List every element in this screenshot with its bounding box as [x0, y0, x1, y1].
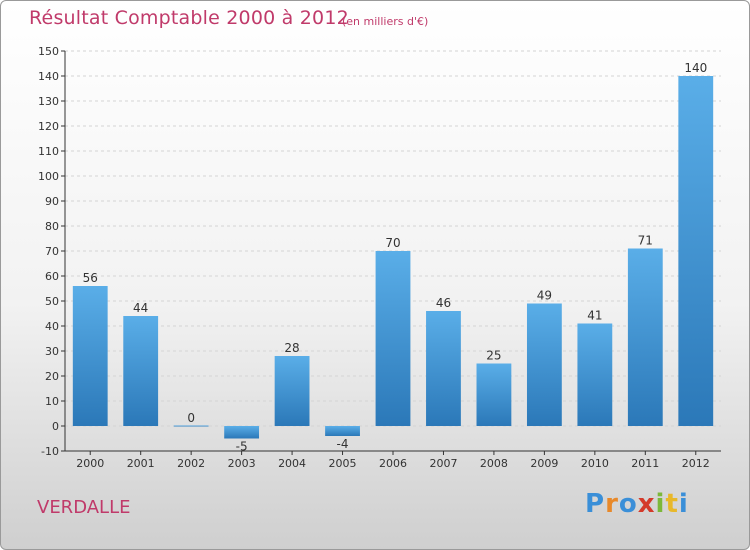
y-tick-label: 150 — [38, 45, 59, 58]
x-tick-label: 2010 — [581, 457, 609, 470]
y-tick-label: 110 — [38, 145, 59, 158]
data-labels: 56 44 0 -5 28 -4 70 46 25 49 41 71 140 — [83, 61, 708, 454]
x-tick-label: 2002 — [177, 457, 205, 470]
x-tick-label: 2009 — [530, 457, 558, 470]
data-label: 71 — [638, 234, 653, 248]
x-tick-label: 2011 — [631, 457, 659, 470]
x-tick-label: 2006 — [379, 457, 407, 470]
logo-letter: x — [637, 489, 656, 519]
axes: -10 0 10 20 30 40 50 60 70 80 90 100 110 120 130 140 150… — [38, 45, 721, 470]
bar — [678, 76, 714, 426]
chart-subtitle: (en milliers d'€) — [342, 15, 429, 28]
x-tick-label: 2003 — [228, 457, 256, 470]
y-tick-label: 90 — [45, 195, 59, 208]
logo-letter: P — [585, 489, 606, 519]
data-label: 25 — [486, 349, 501, 363]
logo-letter: r — [605, 489, 619, 519]
x-tick-label: 2000 — [76, 457, 104, 470]
data-label: 41 — [587, 309, 602, 323]
bar — [274, 356, 310, 426]
logo-letter: i — [678, 489, 689, 519]
data-label: 56 — [83, 271, 98, 285]
bar — [72, 286, 108, 426]
y-tick-label: 120 — [38, 120, 59, 133]
y-tick-label: 70 — [45, 245, 59, 258]
chart-title: Résultat Comptable 2000 à 2012 — [29, 7, 349, 29]
y-tick-label: 50 — [45, 295, 59, 308]
bar — [173, 425, 209, 427]
bar — [627, 248, 663, 426]
y-tick-label: 10 — [45, 395, 59, 408]
proxiti-logo: Proxiti — [585, 489, 689, 519]
x-tick-label: 2008 — [480, 457, 508, 470]
bar — [123, 316, 159, 426]
data-label: 49 — [537, 289, 552, 303]
y-tick-label: 0 — [52, 420, 59, 433]
data-label: 28 — [284, 341, 299, 355]
bar — [476, 363, 512, 426]
y-tick-label: 40 — [45, 320, 59, 333]
bar — [224, 426, 260, 439]
y-tick-label: 60 — [45, 270, 59, 283]
data-label: 70 — [385, 236, 400, 250]
data-label: 44 — [133, 301, 148, 315]
data-label: 140 — [684, 61, 707, 75]
bar — [375, 251, 411, 426]
y-tick-label: 80 — [45, 220, 59, 233]
x-tick-label: 2012 — [682, 457, 710, 470]
data-label: 0 — [187, 411, 195, 425]
x-tick-label: 2001 — [127, 457, 155, 470]
logo-letter: t — [665, 489, 679, 519]
data-label: -5 — [236, 440, 248, 454]
x-tick-label: 2005 — [329, 457, 357, 470]
bars — [72, 76, 714, 439]
commune-name: VERDALLE — [37, 497, 131, 518]
bar — [426, 311, 461, 426]
x-tick-label: 2007 — [429, 457, 457, 470]
y-tick-label: 100 — [38, 170, 59, 183]
bar — [325, 426, 360, 436]
x-tick-label: 2004 — [278, 457, 306, 470]
y-tick-label: -10 — [41, 445, 59, 458]
data-label: 46 — [436, 296, 451, 310]
y-tick-label: 130 — [38, 95, 59, 108]
y-tick-label: 30 — [45, 345, 59, 358]
data-label: -4 — [337, 437, 349, 451]
logo-letter: i — [655, 489, 666, 519]
bar — [577, 323, 613, 426]
logo-letter: o — [618, 489, 638, 519]
y-tick-label: 20 — [45, 370, 59, 383]
y-tick-label: 140 — [38, 70, 59, 83]
bar — [526, 303, 562, 426]
